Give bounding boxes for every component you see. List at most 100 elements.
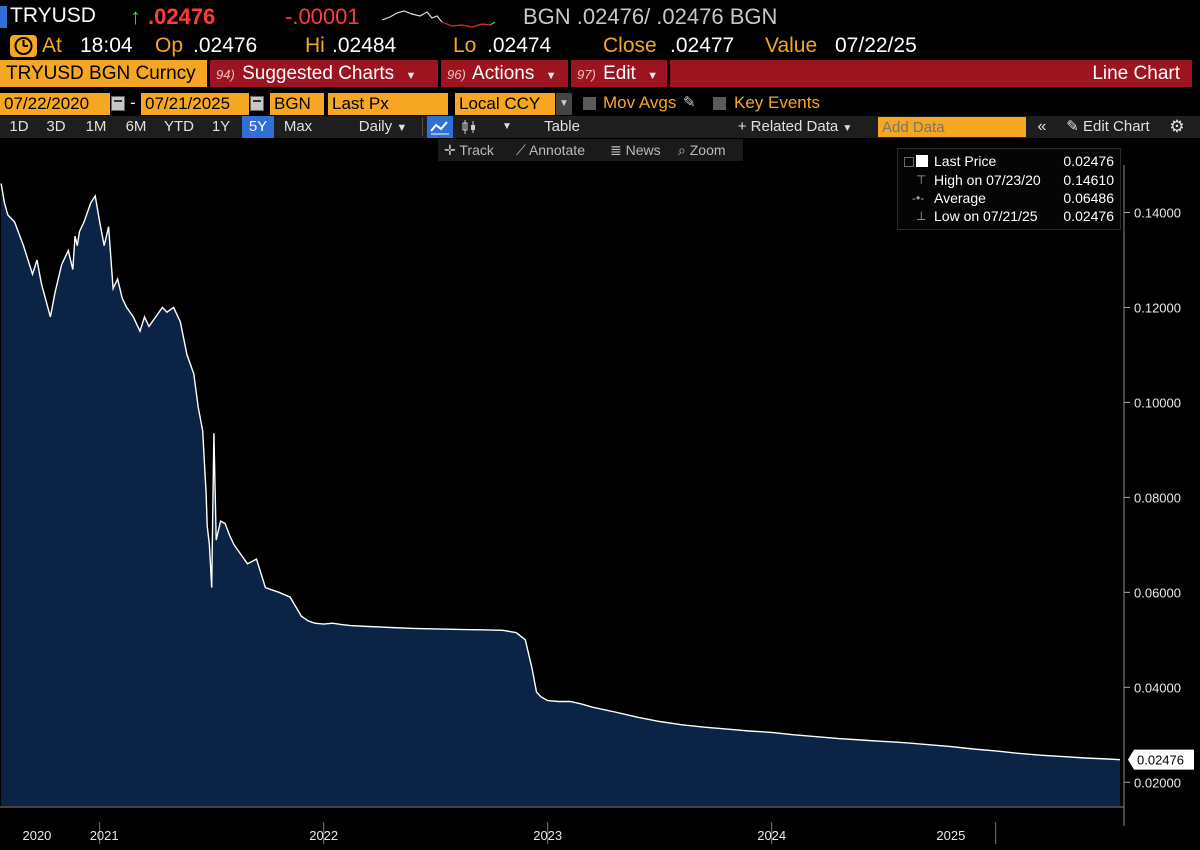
range-tab-3d[interactable]: 3D <box>46 118 66 135</box>
legend-toggle-icon[interactable] <box>904 157 914 167</box>
price-line <box>0 183 1121 761</box>
quote-time: 18:04 <box>80 34 133 57</box>
suggested-charts-button[interactable]: 94) Suggested Charts ▼ <box>210 60 438 87</box>
low-label: Lo <box>453 34 477 57</box>
source-value: BGN <box>274 94 311 113</box>
edit-label: Edit <box>603 63 636 84</box>
annotate-icon: ⟋ <box>516 142 526 158</box>
open-value: .02476 <box>193 34 258 57</box>
high-marker-icon: ⊤ <box>916 173 927 187</box>
range-tab-max[interactable]: Max <box>283 118 313 135</box>
y-tick-label: 0.04000 <box>1134 680 1181 695</box>
calendar-icon[interactable] <box>250 96 264 111</box>
range-tab-1y[interactable]: 1Y <box>211 118 231 135</box>
last-price-flag-label: 0.02476 <box>1137 753 1184 768</box>
related-data-button[interactable]: + Related Data ▼ <box>725 116 865 138</box>
edit-number: 97) <box>577 67 596 82</box>
end-date-value: 07/21/2025 <box>145 94 231 113</box>
close-label: Close <box>603 34 657 57</box>
range-tab-1m[interactable]: 1M <box>85 118 107 135</box>
key-events-label[interactable]: Key Events <box>734 93 820 112</box>
legend-low-label: Low on 07/21/25 <box>934 208 1038 224</box>
edit-chart-label: Edit Chart <box>1083 118 1150 135</box>
open-label: Op <box>155 34 184 57</box>
security-field[interactable]: TRYUSD BGN Curncy <box>0 60 207 87</box>
chevron-down-icon: ▼ <box>545 70 557 82</box>
x-tick-label: 2020 <box>22 828 51 843</box>
y-tick-label: 0.12000 <box>1134 300 1181 315</box>
chevron-down-icon[interactable]: ▼ <box>502 121 512 132</box>
calendar-icon[interactable] <box>111 96 125 111</box>
gear-icon[interactable]: ⚙ <box>1169 117 1185 136</box>
x-tick-label: 2025 <box>936 828 965 843</box>
range-tab-ytd[interactable]: YTD <box>164 118 194 135</box>
high-value: .02484 <box>332 34 397 57</box>
ticker-symbol[interactable]: TRYUSD <box>10 4 96 27</box>
last-price: .02476 <box>148 4 216 29</box>
crosshair-icon: ✛ <box>444 142 456 158</box>
chevron-down-icon: ▼ <box>396 122 408 134</box>
legend-low-value: 0.02476 <box>1063 208 1114 224</box>
suggested-number: 94) <box>216 67 235 82</box>
zoom-icon: ⌕ <box>678 142 686 158</box>
x-tick-label: 2021 <box>90 828 119 843</box>
news-label: News <box>625 142 661 158</box>
key-events-checkbox[interactable] <box>713 97 726 110</box>
line-chart-icon[interactable] <box>427 116 453 138</box>
x-tick-label: 2023 <box>533 828 562 843</box>
at-label: At <box>42 34 62 57</box>
pencil-icon[interactable]: ✎ <box>683 94 696 111</box>
edit-chart-button[interactable]: ✎ Edit Chart <box>1058 116 1158 138</box>
zoom-label: Zoom <box>689 142 726 158</box>
y-tick-label: 0.14000 <box>1134 205 1181 220</box>
field-input[interactable]: Last Px <box>328 93 448 115</box>
chevron-down-icon: ▼ <box>842 123 853 134</box>
annotate-tool[interactable]: ⟋ Annotate <box>516 139 585 161</box>
range-tab-1d[interactable]: 1D <box>9 118 29 135</box>
range-bar: 1D 3D 1M 6M YTD 1Y 5Y Max Daily ▼ ▼ Table + Rel… <box>0 116 1200 138</box>
range-tab-6m[interactable]: 6M <box>125 118 147 135</box>
chart-type-label: Line Chart <box>1092 63 1180 84</box>
table-button[interactable]: Table <box>527 116 597 138</box>
security-label: TRYUSD BGN Curncy <box>6 63 196 84</box>
average-marker-icon: -•- <box>912 191 925 205</box>
low-value: .02474 <box>487 34 552 57</box>
collapse-icon[interactable]: « <box>1037 118 1047 135</box>
mov-avgs-checkbox[interactable] <box>583 97 596 110</box>
chart-type-bar[interactable]: Line Chart <box>670 60 1192 87</box>
actions-number: 96) <box>447 67 466 82</box>
mov-avgs-label[interactable]: Mov Avgs <box>603 93 677 112</box>
source-input[interactable]: BGN <box>270 93 324 115</box>
start-date-value: 07/22/2020 <box>4 94 90 113</box>
candlestick-icon[interactable] <box>457 116 481 138</box>
net-change: -.00001 <box>285 4 360 29</box>
news-tool[interactable]: ≣ News <box>610 139 661 161</box>
quote-stats: At 18:04 Op .02476 Hi .02484 Lo .02474 C… <box>0 34 1200 60</box>
end-date-input[interactable]: 07/21/2025 <box>141 93 249 115</box>
zoom-tool[interactable]: ⌕ Zoom <box>678 139 726 161</box>
legend-average: -•- Average 0.06486 <box>898 189 1120 207</box>
intraday-sparkline <box>382 10 496 28</box>
start-date-input[interactable]: 07/22/2020 <box>0 93 110 115</box>
legend-last-label: Last Price <box>934 153 997 169</box>
related-data-label: + Related Data <box>737 118 839 135</box>
add-data-input[interactable] <box>878 117 1026 137</box>
range-tab-5y[interactable]: 5Y <box>242 116 274 138</box>
chart-legend[interactable]: Last Price 0.02476 ⊤ High on 07/23/20 0.… <box>897 148 1121 230</box>
actions-button[interactable]: 96) Actions ▼ <box>441 60 568 87</box>
value-date: 07/22/25 <box>835 34 917 57</box>
table-label: Table <box>544 118 580 135</box>
last-price-flag <box>1128 749 1194 770</box>
track-tool[interactable]: ✛ Track <box>444 139 494 161</box>
y-tick-label: 0.06000 <box>1134 585 1181 600</box>
chevron-down-icon[interactable]: ▼ <box>556 93 572 115</box>
up-arrow-icon: ↑ <box>130 4 141 29</box>
chart-tools: ✛ Track ⟋ Annotate ≣ News ⌕ Zoom <box>438 139 743 161</box>
currency-select[interactable]: Local CCY <box>455 93 555 115</box>
edit-button[interactable]: 97) Edit ▼ <box>571 60 667 87</box>
actions-label: Actions <box>472 63 535 84</box>
chart-inputs: 07/22/2020 - 07/21/2025 BGN Last Px Loca… <box>0 93 1200 115</box>
high-label: Hi <box>305 34 325 57</box>
period-select[interactable]: Daily ▼ <box>352 116 414 138</box>
y-tick-label: 0.10000 <box>1134 395 1181 410</box>
